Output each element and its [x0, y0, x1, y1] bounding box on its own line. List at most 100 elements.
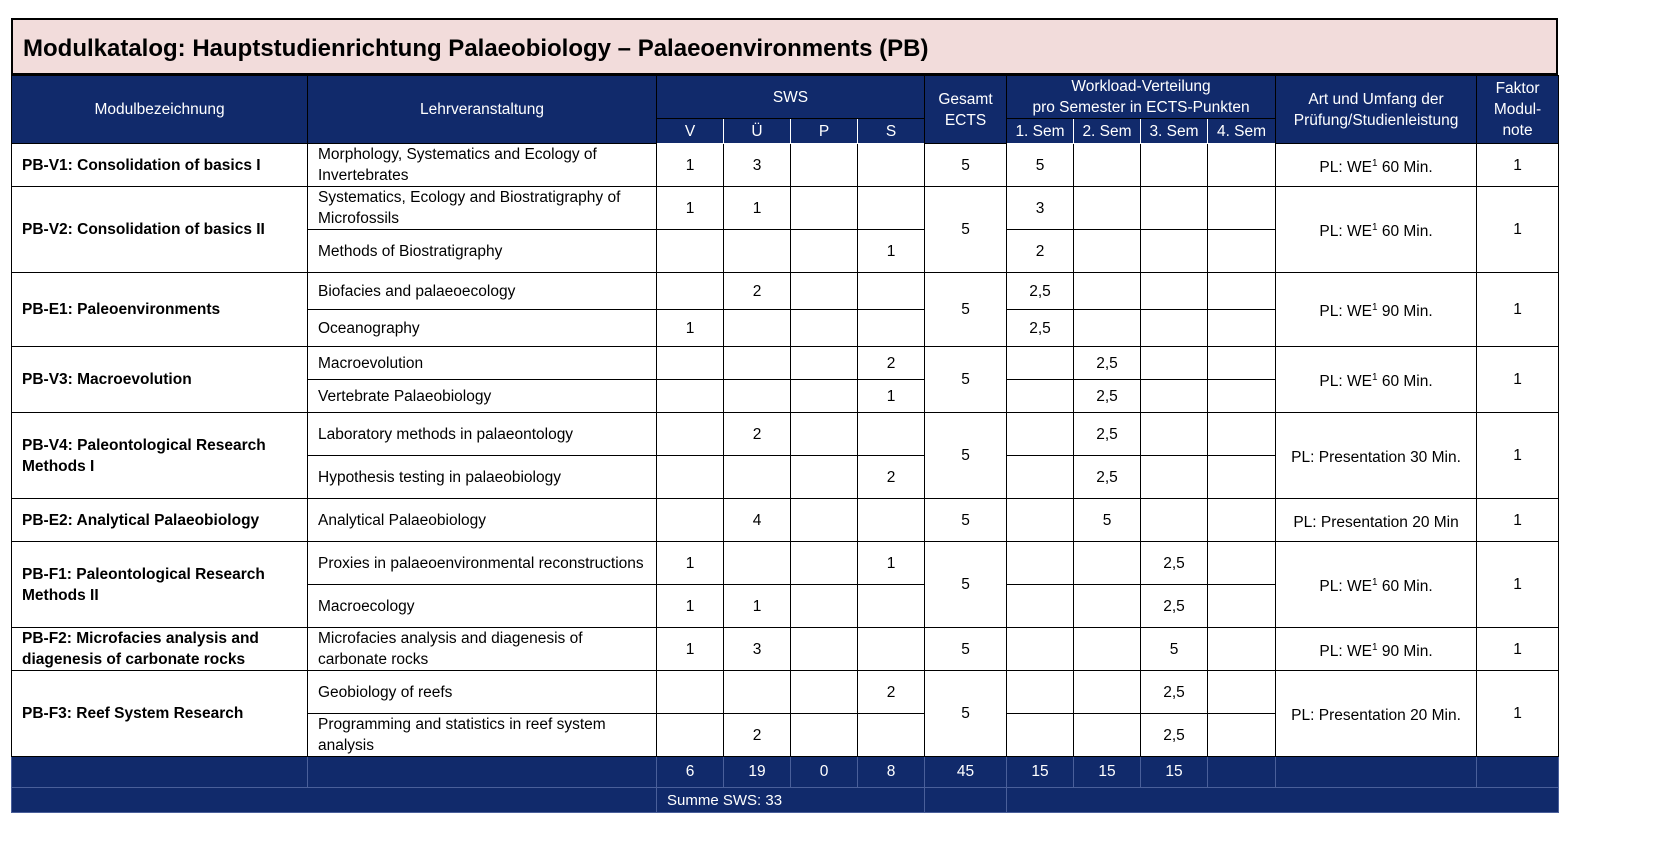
module-factor: 1	[1476, 498, 1560, 542]
module-exam: PL: Presentation 30 Min.	[1275, 412, 1478, 499]
header-sws-s: S	[857, 118, 925, 144]
table-row: PB-V1: Consolidation of basics I Morpholo…	[11, 143, 1560, 187]
header-pruefung: Art und Umfang der Prüfung/Studienleistu…	[1275, 75, 1478, 144]
workload-sem1	[1006, 541, 1074, 585]
total-s: 8	[857, 756, 925, 788]
course-name: Hypothesis testing in palaeobiology	[307, 455, 657, 499]
module-exam: PL: WE1 60 Min.	[1275, 143, 1478, 187]
workload-sem2: 5	[1073, 498, 1141, 542]
workload-sem2	[1073, 584, 1141, 628]
sws-p	[790, 455, 858, 499]
workload-sem3	[1140, 498, 1208, 542]
workload-sem1	[1006, 584, 1074, 628]
summe-sws-row: Summe SWS: 33	[11, 787, 1560, 813]
module-name: PB-E2: Analytical Palaeobiology	[11, 498, 308, 542]
totals-row: 6 19 0 8 45 15 15 15	[11, 756, 1560, 788]
sws-s	[857, 498, 925, 542]
exam-footnote-marker: 1	[1371, 302, 1378, 313]
table-row: PB-V4: Paleontological Research Methods …	[11, 412, 1560, 499]
sws-s	[857, 143, 925, 187]
sws-u: 4	[723, 498, 791, 542]
sws-v	[656, 346, 724, 380]
workload-sem3	[1140, 186, 1208, 230]
workload-sem2	[1073, 627, 1141, 671]
totals-empty-pruefung	[1275, 756, 1478, 788]
workload-sem4	[1206, 627, 1277, 671]
course-name: Systematics, Ecology and Biostratigraphy…	[307, 186, 657, 230]
header-faktor: Faktor Modul-note	[1476, 75, 1560, 144]
sws-p	[790, 713, 858, 757]
module-name: PB-V4: Paleontological Research Methods …	[11, 412, 308, 499]
total-sem2: 15	[1073, 756, 1141, 788]
workload-sem4	[1206, 346, 1277, 380]
sws-p	[790, 379, 858, 413]
sws-s	[857, 309, 925, 347]
exam-type: PL: WE	[1319, 158, 1372, 176]
summe-empty-right	[1005, 787, 1560, 813]
total-p: 0	[790, 756, 858, 788]
workload-sem3	[1140, 229, 1208, 273]
sws-p	[790, 627, 858, 671]
header-modulbezeichnung: Modulbezeichnung	[11, 75, 308, 144]
sws-v	[656, 229, 724, 273]
sws-s: 2	[857, 670, 925, 714]
workload-sem4	[1206, 229, 1277, 273]
exam-type: PL: Presentation 20 Min.	[1291, 707, 1461, 724]
header-workload: Workload-Verteilung pro Semester in ECTS…	[1005, 75, 1277, 119]
module-exam: PL: WE1 90 Min.	[1275, 627, 1478, 671]
workload-sem1	[1006, 412, 1074, 456]
header-sws-u: Ü	[723, 118, 791, 144]
sws-v	[656, 670, 724, 714]
table-row: Oceanography 1 2,5	[12, 309, 1559, 347]
module-exam: PL: WE1 60 Min.	[1275, 346, 1478, 413]
course-name: Macroecology	[307, 584, 657, 628]
exam-duration: 60 Min.	[1377, 223, 1433, 240]
workload-sem3	[1140, 455, 1208, 499]
header-sem-1: 1. Sem	[1006, 118, 1074, 144]
sws-v	[656, 455, 724, 499]
module-table: Modulbezeichnung Lehrveranstaltung SWS G…	[11, 75, 1560, 813]
table-row: PB-V3: Macroevolution Macroevolution 2 5 2,5…	[11, 346, 1560, 413]
exam-type: PL: Presentation 20 Min	[1293, 513, 1459, 531]
workload-sem2: 2,5	[1073, 346, 1141, 380]
header-sws-p: P	[790, 118, 858, 144]
module-name: PB-V3: Macroevolution	[11, 346, 308, 413]
module-exam: PL: WE1 60 Min.	[1275, 541, 1478, 628]
module-ects: 5	[924, 346, 1007, 413]
workload-sem4	[1206, 670, 1277, 714]
totals-empty-faktor	[1476, 756, 1560, 788]
module-ects: 5	[924, 143, 1007, 187]
module-factor: 1	[1476, 541, 1560, 628]
course-name: Biofacies and palaeoecology	[307, 272, 657, 310]
workload-sem2: 2,5	[1073, 455, 1141, 499]
sws-p	[790, 346, 858, 380]
summe-sws: Summe SWS: 33	[656, 787, 925, 813]
exam-duration: 90 Min.	[1377, 303, 1433, 320]
totals-empty-modul	[11, 756, 308, 788]
sws-u: 2	[723, 412, 791, 456]
summe-empty-ects	[924, 787, 1007, 813]
workload-sem1	[1006, 670, 1074, 714]
course-name: Geobiology of reefs	[307, 670, 657, 714]
total-sem4	[1206, 756, 1277, 788]
totals-empty-lv	[307, 756, 657, 788]
exam-footnote-marker: 1	[1371, 641, 1378, 653]
module-factor: 1	[1476, 346, 1560, 413]
module-exam: PL: WE1 90 Min.	[1275, 272, 1478, 347]
sws-s	[857, 412, 925, 456]
workload-sem4	[1206, 584, 1277, 628]
sws-v: 1	[656, 627, 724, 671]
workload-sem2	[1073, 272, 1141, 310]
workload-sem4	[1206, 379, 1277, 413]
sws-p	[790, 229, 858, 273]
workload-sem4	[1206, 272, 1277, 310]
sws-u	[723, 309, 791, 347]
module-ects: 5	[924, 272, 1007, 347]
workload-sem2	[1073, 541, 1141, 585]
header-sws-v: V	[656, 118, 724, 144]
header-lehrveranstaltung: Lehrveranstaltung	[307, 75, 657, 144]
workload-sem4	[1206, 143, 1277, 187]
module-factor: 1	[1476, 412, 1560, 499]
workload-sem4	[1206, 713, 1277, 757]
workload-sem4	[1206, 309, 1277, 347]
